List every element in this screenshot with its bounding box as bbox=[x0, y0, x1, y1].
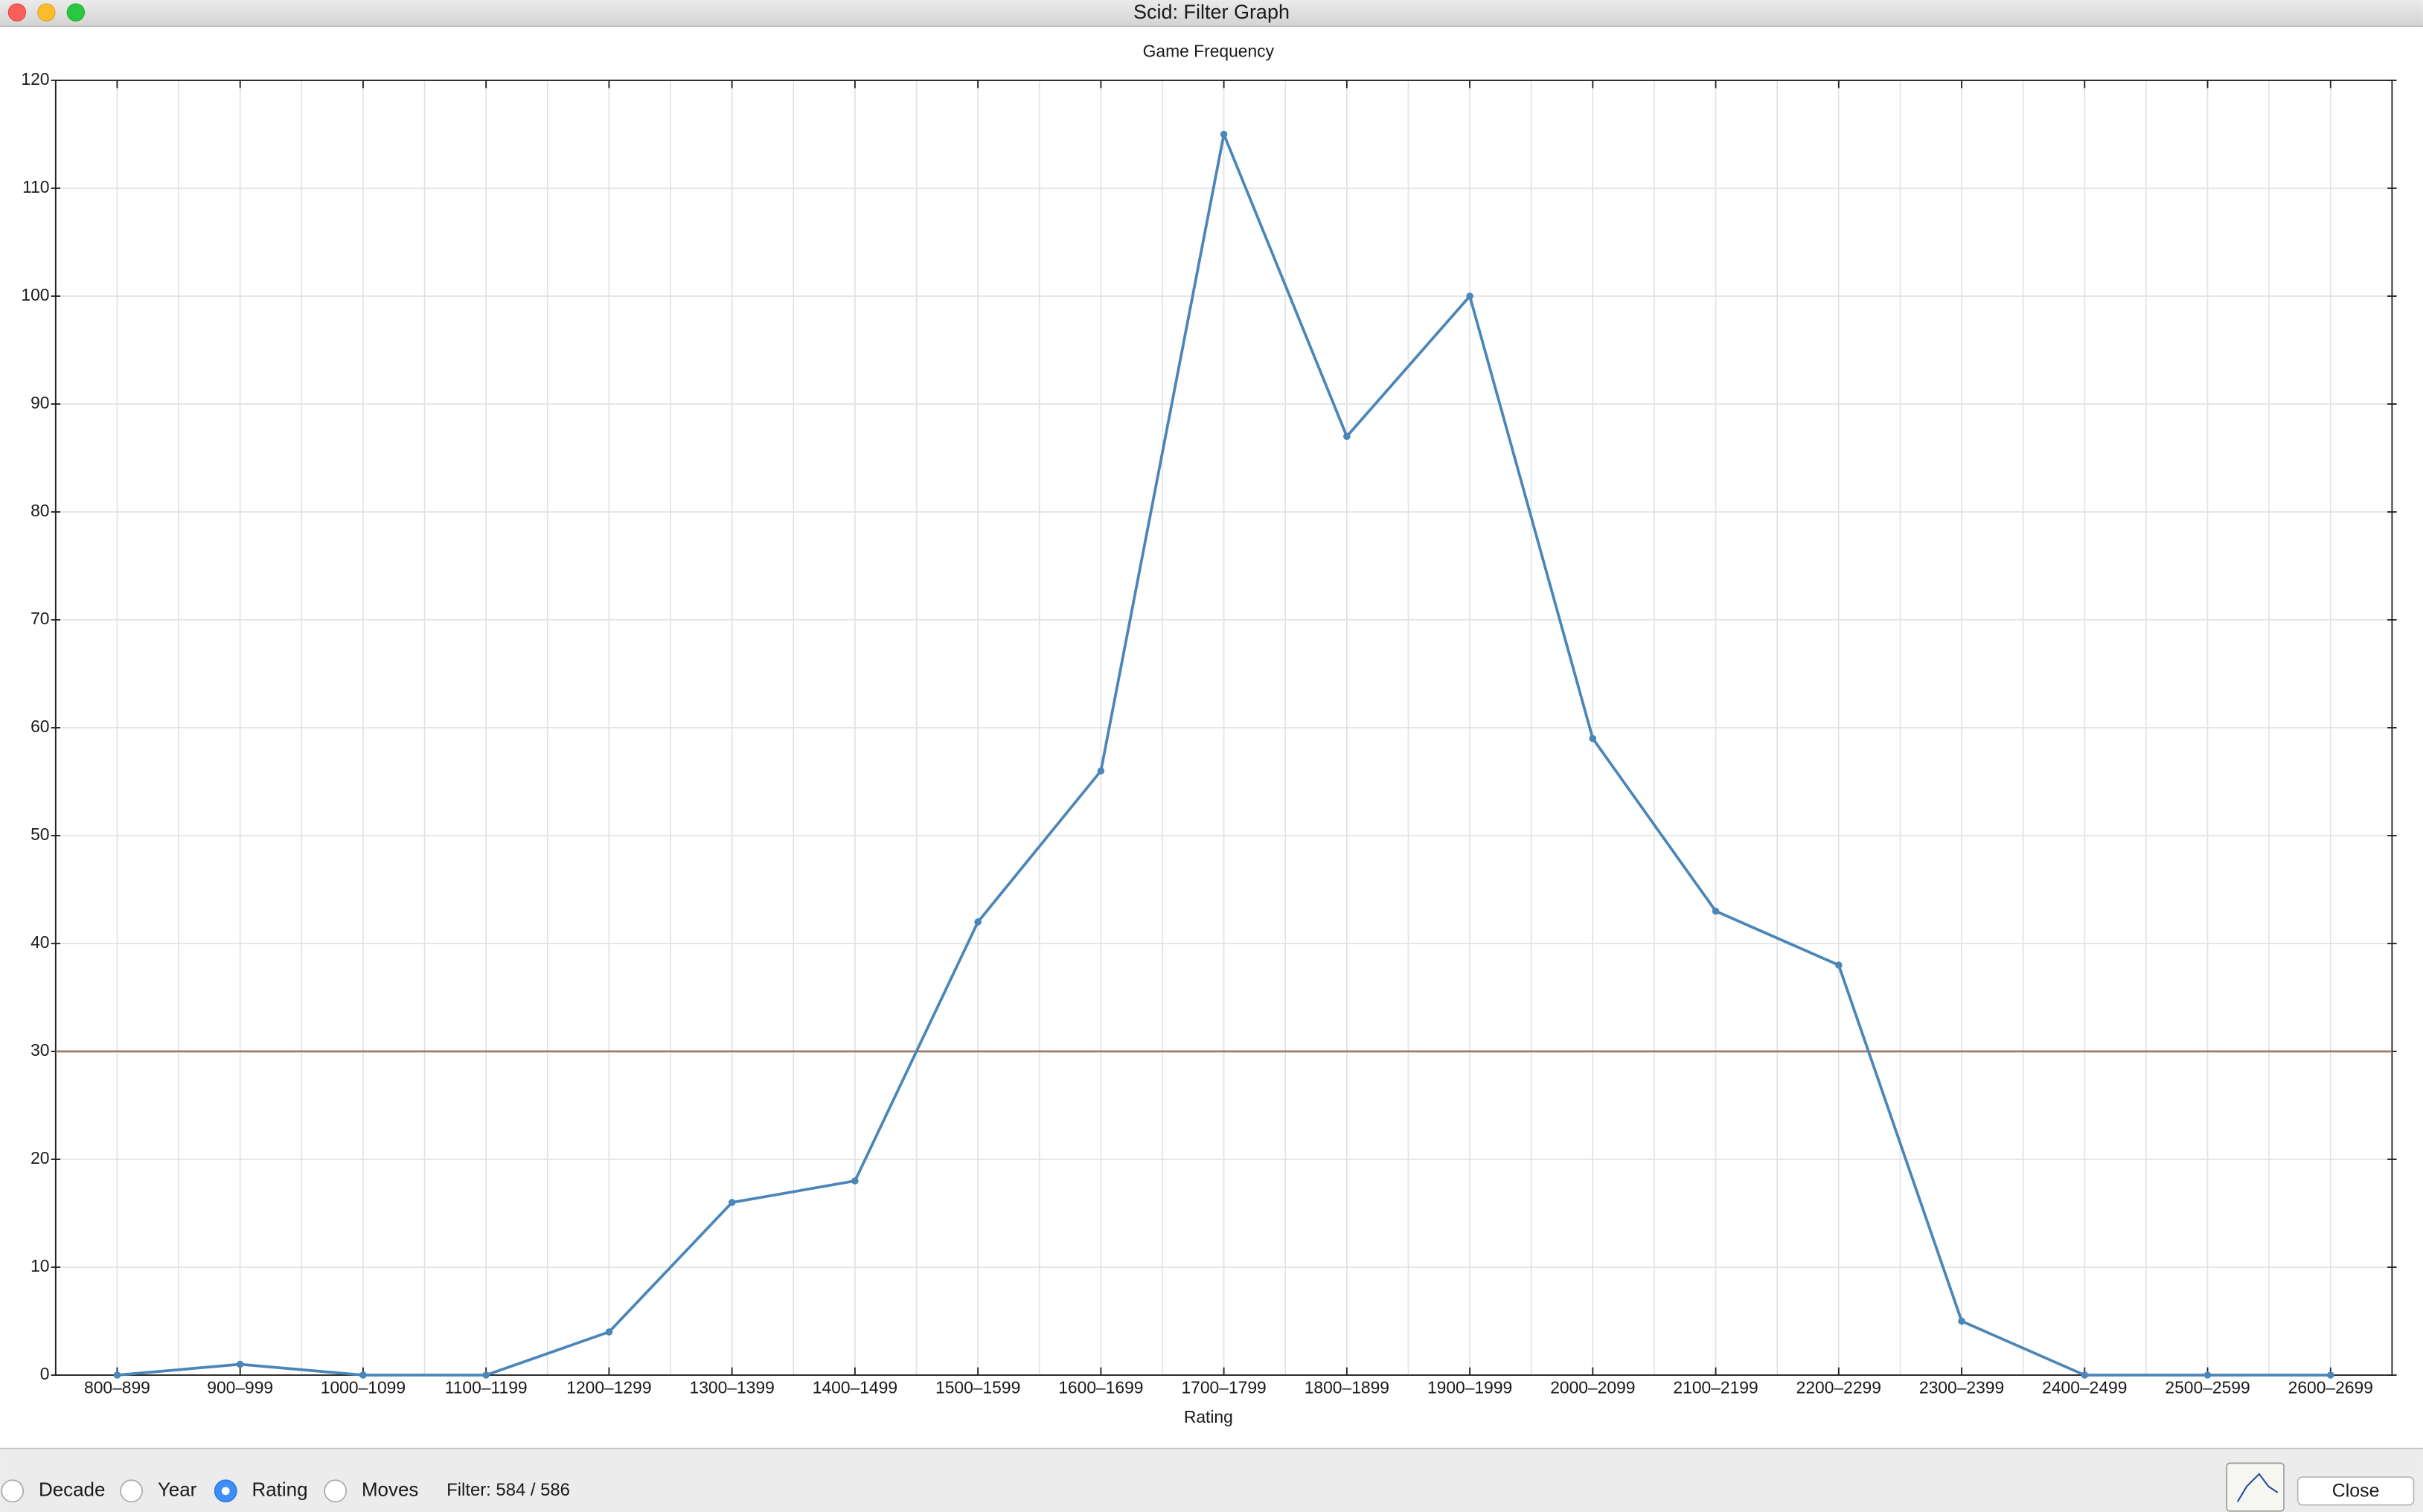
x-tick-label: 2600–2699 bbox=[2288, 1378, 2373, 1397]
y-tick-label: 100 bbox=[21, 285, 49, 304]
x-tick-label: 1800–1899 bbox=[1305, 1378, 1389, 1397]
x-tick-label: 900–999 bbox=[207, 1378, 273, 1397]
zoom-button[interactable] bbox=[66, 3, 85, 22]
y-tick-label: 10 bbox=[31, 1256, 49, 1275]
x-tick-label: 1000–1099 bbox=[321, 1378, 406, 1397]
x-tick-label: 2000–2099 bbox=[1550, 1378, 1635, 1397]
radio-label[interactable]: Year bbox=[158, 1480, 197, 1501]
close-window-button[interactable] bbox=[7, 3, 27, 22]
title-bar bbox=[0, 0, 2423, 27]
y-tick-label: 90 bbox=[31, 393, 49, 412]
y-tick-label: 30 bbox=[31, 1040, 49, 1060]
data-point bbox=[2203, 1371, 2212, 1379]
y-tick-label: 40 bbox=[31, 932, 49, 952]
y-tick-label: 50 bbox=[31, 824, 49, 844]
data-point bbox=[1097, 767, 1105, 775]
x-tick-label: 2400–2499 bbox=[2042, 1378, 2127, 1397]
x-tick-label: 2500–2599 bbox=[2165, 1378, 2250, 1397]
data-point bbox=[482, 1371, 490, 1379]
x-tick-label: 2200–2299 bbox=[1796, 1378, 1881, 1397]
data-point bbox=[1958, 1317, 1965, 1325]
radio-label[interactable]: Decade bbox=[39, 1480, 105, 1501]
data-point bbox=[974, 918, 982, 926]
x-tick-label: 1300–1399 bbox=[690, 1378, 775, 1397]
x-axis-label: Rating bbox=[1184, 1407, 1233, 1426]
radio-button[interactable] bbox=[324, 1479, 348, 1503]
radio-label[interactable]: Rating bbox=[252, 1480, 308, 1501]
close-button-label: Close bbox=[2332, 1480, 2380, 1501]
x-tick-label: 2100–2199 bbox=[1673, 1378, 1758, 1397]
data-point bbox=[359, 1371, 367, 1379]
y-tick-label: 70 bbox=[31, 609, 49, 628]
x-tick-label: 2300–2399 bbox=[1919, 1378, 2004, 1397]
data-point bbox=[1466, 292, 1473, 300]
x-tick-label: 1900–1999 bbox=[1427, 1378, 1512, 1397]
plot-area: 0 10 20 30 40 50 60 70 80 90 100 110 120 800–899 900–9… bbox=[21, 69, 2397, 1397]
data-point bbox=[113, 1371, 121, 1379]
data-point bbox=[1712, 907, 1720, 915]
y-tick-label: 60 bbox=[31, 717, 49, 736]
data-point bbox=[236, 1360, 244, 1368]
radio-button[interactable] bbox=[1, 1479, 25, 1503]
x-tick-label: 800–899 bbox=[84, 1378, 150, 1397]
minimize-button[interactable] bbox=[37, 3, 56, 22]
control-panel bbox=[0, 1447, 2423, 1512]
data-point bbox=[2327, 1371, 2334, 1379]
chart-title: Game Frequency bbox=[1143, 42, 1275, 61]
y-tick-label: 20 bbox=[31, 1148, 49, 1167]
controls: Decade Year Rating Moves bbox=[1, 1479, 418, 1503]
x-tick-label: 1400–1499 bbox=[813, 1378, 897, 1397]
y-tick-label: 110 bbox=[22, 177, 49, 196]
graph-type-button[interactable] bbox=[2226, 1462, 2285, 1512]
data-point bbox=[1835, 961, 1843, 969]
data-point bbox=[851, 1177, 859, 1185]
y-tick-label: 80 bbox=[31, 501, 49, 520]
x-tick-label: 1200–1299 bbox=[566, 1378, 651, 1397]
y-tick-label: 0 bbox=[40, 1364, 50, 1383]
plot-frame bbox=[54, 80, 2393, 1376]
radio-label[interactable]: Moves bbox=[362, 1480, 418, 1501]
y-tick-label: 120 bbox=[21, 69, 49, 89]
x-tick-label: 1500–1599 bbox=[935, 1378, 1020, 1397]
close-button[interactable] bbox=[2296, 1476, 2415, 1506]
data-point bbox=[1589, 734, 1597, 743]
x-tick-label: 1600–1699 bbox=[1058, 1378, 1143, 1397]
radio-dot bbox=[221, 1487, 230, 1496]
x-tick-label: 1100–1199 bbox=[445, 1378, 528, 1397]
data-point bbox=[605, 1328, 613, 1336]
x-tick-label: 1700–1799 bbox=[1181, 1378, 1266, 1397]
data-point bbox=[728, 1199, 736, 1206]
radio-button[interactable] bbox=[120, 1479, 143, 1503]
data-point bbox=[1220, 130, 1228, 138]
graph-icon bbox=[2236, 1473, 2279, 1502]
filter-status: Filter: 584 / 586 bbox=[446, 1480, 570, 1500]
window-title: Scid: Filter Graph bbox=[1133, 1, 1290, 23]
data-point bbox=[2081, 1371, 2089, 1379]
data-point bbox=[1343, 432, 1351, 441]
